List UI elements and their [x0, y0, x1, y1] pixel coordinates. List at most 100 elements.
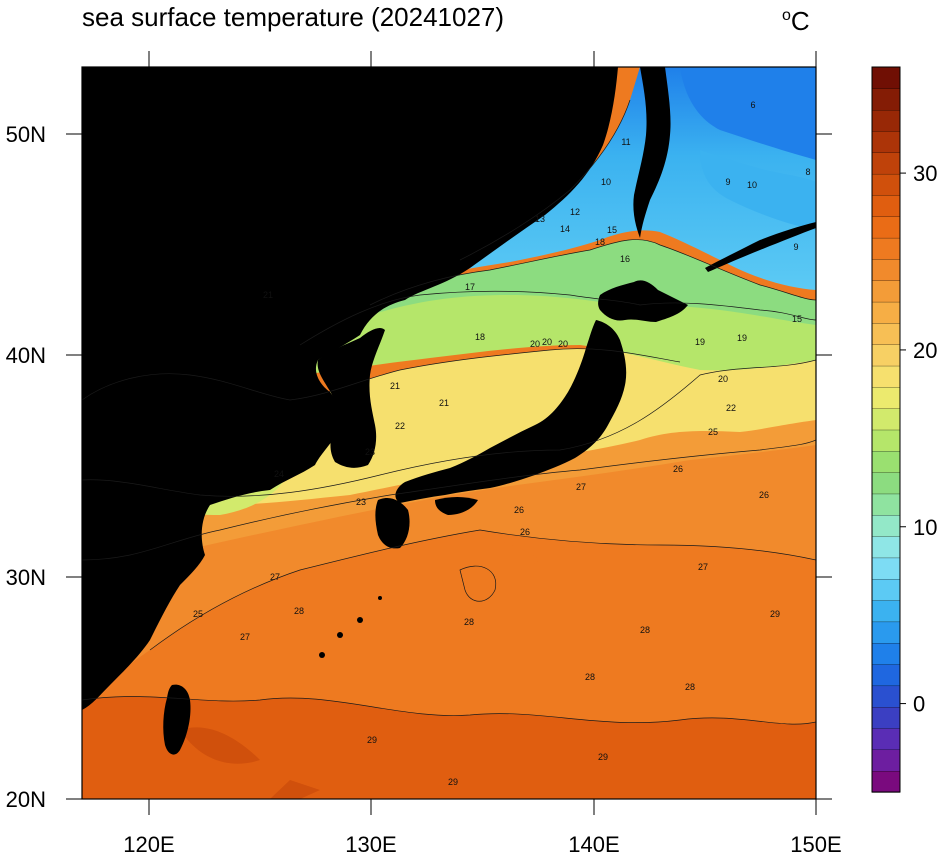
contour-label: 26 [520, 527, 530, 537]
chart-title: sea surface temperature (20241027) [82, 2, 504, 32]
land-ryukyu-3 [319, 652, 325, 658]
contour-label: 6 [750, 100, 755, 110]
colorbar-segment [871, 599, 901, 623]
sst-band-18 [300, 291, 816, 375]
units-label: oC [782, 6, 810, 36]
contour-label: 28 [685, 682, 695, 692]
colorbar-segment [871, 301, 901, 324]
sst-band-okhotsk2 [700, 150, 816, 230]
contour-label: 15 [792, 314, 802, 324]
colorbar-tick-label: 20 [913, 338, 937, 363]
contour-label: 20 [542, 337, 552, 347]
units-superscript: o [782, 7, 791, 24]
colorbar-segment [871, 685, 901, 708]
land-ryukyu-2 [337, 632, 343, 638]
colorbar-segment [871, 322, 901, 345]
contour-lines [82, 99, 816, 725]
contour-label: 29 [448, 777, 458, 787]
colorbar-segment [871, 471, 901, 495]
contour-label: 27 [240, 632, 250, 642]
land-continent [82, 67, 618, 710]
contour-label: 23 [365, 447, 375, 457]
contour-label: 17 [465, 282, 475, 292]
contour-label: 10 [601, 177, 611, 187]
contour-label: 27 [270, 572, 280, 582]
contour-label: 9 [725, 177, 730, 187]
colorbar-segment [871, 727, 901, 751]
contour-label: 28 [294, 606, 304, 616]
contour-label: 27 [698, 562, 708, 572]
contour-label: 18 [595, 237, 605, 247]
colorbar-segment [871, 237, 901, 260]
colorbar-segment [871, 514, 901, 537]
contour-label: 21 [263, 290, 273, 300]
contour-label: 20 [530, 339, 540, 349]
lat-label-40: 40N [6, 343, 46, 368]
land-hokkaido [598, 280, 688, 322]
colorbar-segment [871, 216, 901, 239]
lon-label-150: 150E [790, 832, 841, 857]
contour-label: 24 [274, 469, 284, 479]
contour-label: 14 [560, 224, 570, 234]
contour-label: 21 [390, 381, 400, 391]
land-ryukyu-1 [357, 617, 363, 623]
contour-label: 10 [747, 180, 757, 190]
colorbar-segment [871, 130, 901, 153]
contour-label: 12 [570, 207, 580, 217]
contour-label: 19 [695, 337, 705, 347]
colorbar-segment [871, 642, 901, 665]
colorbar-segment [871, 365, 901, 388]
colorbar-segment [871, 770, 901, 793]
contour-29 [82, 696, 816, 725]
colorbar-segment [871, 749, 901, 772]
colorbar-ticks: 30 20 10 0 [900, 161, 937, 717]
colorbar-segment [871, 663, 901, 687]
contour-label: 26 [759, 490, 769, 500]
colorbar-segment [871, 280, 901, 303]
land-masses [82, 67, 816, 755]
colorbar-tick-label: 30 [913, 161, 937, 186]
lat-label-50: 50N [6, 122, 46, 147]
colorbar-segment [871, 621, 901, 644]
contour-label: 29 [598, 752, 608, 762]
colorbar-segment [871, 344, 901, 367]
contour-label: 26 [514, 505, 524, 515]
sst-band-26b [440, 536, 540, 576]
contour-27 [82, 439, 816, 561]
contour-label: 27 [576, 482, 586, 492]
lon-axis [148, 51, 817, 815]
lat-label-20: 20N [6, 787, 46, 812]
land-sakhalin [633, 67, 671, 238]
colorbar-segment [871, 493, 901, 516]
colorbar-segment [871, 152, 901, 175]
contour-label: 21 [439, 398, 449, 408]
land-korea [317, 327, 385, 468]
contour-12 [459, 99, 631, 261]
colorbar-segment [871, 535, 901, 559]
sst-band-29 [82, 696, 816, 799]
contour-label: 16 [620, 254, 630, 264]
contour-label: 28 [585, 672, 595, 682]
contour-label: 22 [395, 421, 405, 431]
land-taiwan [163, 684, 191, 755]
colorbar-segment [871, 173, 901, 196]
colorbar-segment [871, 66, 901, 89]
colorbar-segment [871, 578, 901, 601]
contour-label: 9 [793, 242, 798, 252]
colorbar-frame [871, 66, 901, 793]
contour-label: 20 [718, 374, 728, 384]
contour-21 [82, 348, 681, 401]
colorbar-segment [871, 109, 901, 132]
units-base: C [791, 6, 810, 36]
land-kurils [705, 222, 816, 272]
colorbar-segment [871, 706, 901, 729]
contour-label: 13 [535, 214, 545, 224]
contour-18 [299, 290, 816, 346]
colorbar-segment [871, 386, 901, 409]
lon-label-130: 130E [345, 832, 396, 857]
contour-label: 23 [356, 497, 366, 507]
map-frame [81, 66, 817, 800]
colorbar-segment [871, 450, 901, 473]
